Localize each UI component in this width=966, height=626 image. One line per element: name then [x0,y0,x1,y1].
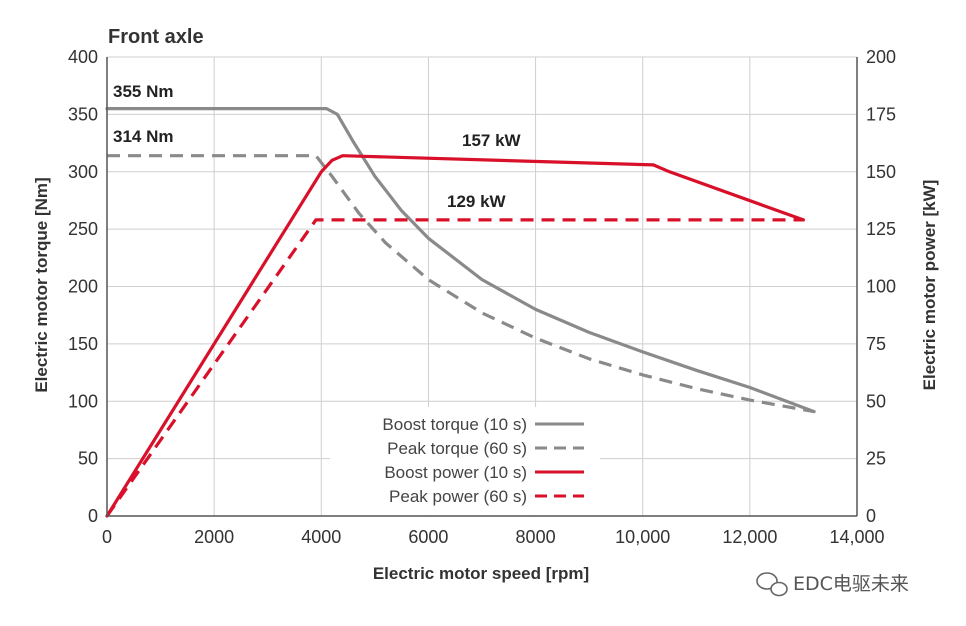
series-line-boost-torque [105,107,816,414]
x-tick-label: 2000 [194,527,234,547]
y-left-axis-title: Electric motor torque [Nm] [32,177,51,392]
x-axis-title: Electric motor speed [rpm] [373,564,589,583]
x-tick-label: 4000 [301,527,341,547]
legend-label-boost-power: Boost power (10 s) [384,463,527,482]
y-left-tick-label: 50 [78,449,98,469]
y-right-tick-label: 150 [866,162,896,182]
series-layer [105,107,816,518]
x-tick-label: 12,000 [722,527,777,547]
chart-title: Front axle [108,26,204,48]
axes: 0 2000 4000 6000 8000 10,000 12,000 14,00005010… [68,47,896,547]
y-left-tick-label: 400 [68,47,98,67]
y-right-tick-label: 50 [866,391,886,411]
series-line-boost-power [105,154,805,518]
y-right-axis-title: Electric motor power [kW] [920,180,939,391]
legend-label-peak-torque: Peak torque (60 s) [387,439,527,458]
series-line-peak-power [105,218,804,517]
x-tick-label: 14,000 [829,527,884,547]
wechat-icon [756,572,788,597]
legend-label-peak-power: Peak power (60 s) [389,487,527,506]
y-right-tick-label: 25 [866,449,886,469]
annotation-314nm: 314 Nm [113,127,173,146]
y-left-tick-label: 250 [68,219,98,239]
annotation-157kw: 157 kW [462,131,522,150]
y-left-tick-label: 350 [68,104,98,124]
watermark-text: EDC电驱未来 [793,573,909,595]
x-tick-label: 8000 [516,527,556,547]
y-left-tick-label: 150 [68,334,98,354]
y-left-tick-label: 300 [68,162,98,182]
y-right-tick-label: 200 [866,47,896,67]
series-line-peak-torque [107,154,815,414]
y-left-tick-label: 0 [88,506,98,526]
y-right-tick-label: 100 [866,277,896,297]
legend: Boost torque (10 s) Peak torque (60 s) B… [330,407,600,515]
y-left-tick-label: 100 [68,391,98,411]
y-right-tick-label: 0 [866,506,876,526]
watermark: EDC电驱未来 [756,572,909,597]
x-tick-label: 10,000 [615,527,670,547]
y-right-tick-label: 75 [866,334,886,354]
x-tick-label: 0 [102,527,112,547]
y-right-tick-label: 175 [866,104,896,124]
x-tick-label: 6000 [408,527,448,547]
legend-label-boost-torque: Boost torque (10 s) [382,415,527,434]
y-right-tick-label: 125 [866,219,896,239]
annotation-129kw: 129 kW [447,192,507,211]
y-left-tick-label: 200 [68,277,98,297]
annotation-355nm: 355 Nm [113,82,173,101]
